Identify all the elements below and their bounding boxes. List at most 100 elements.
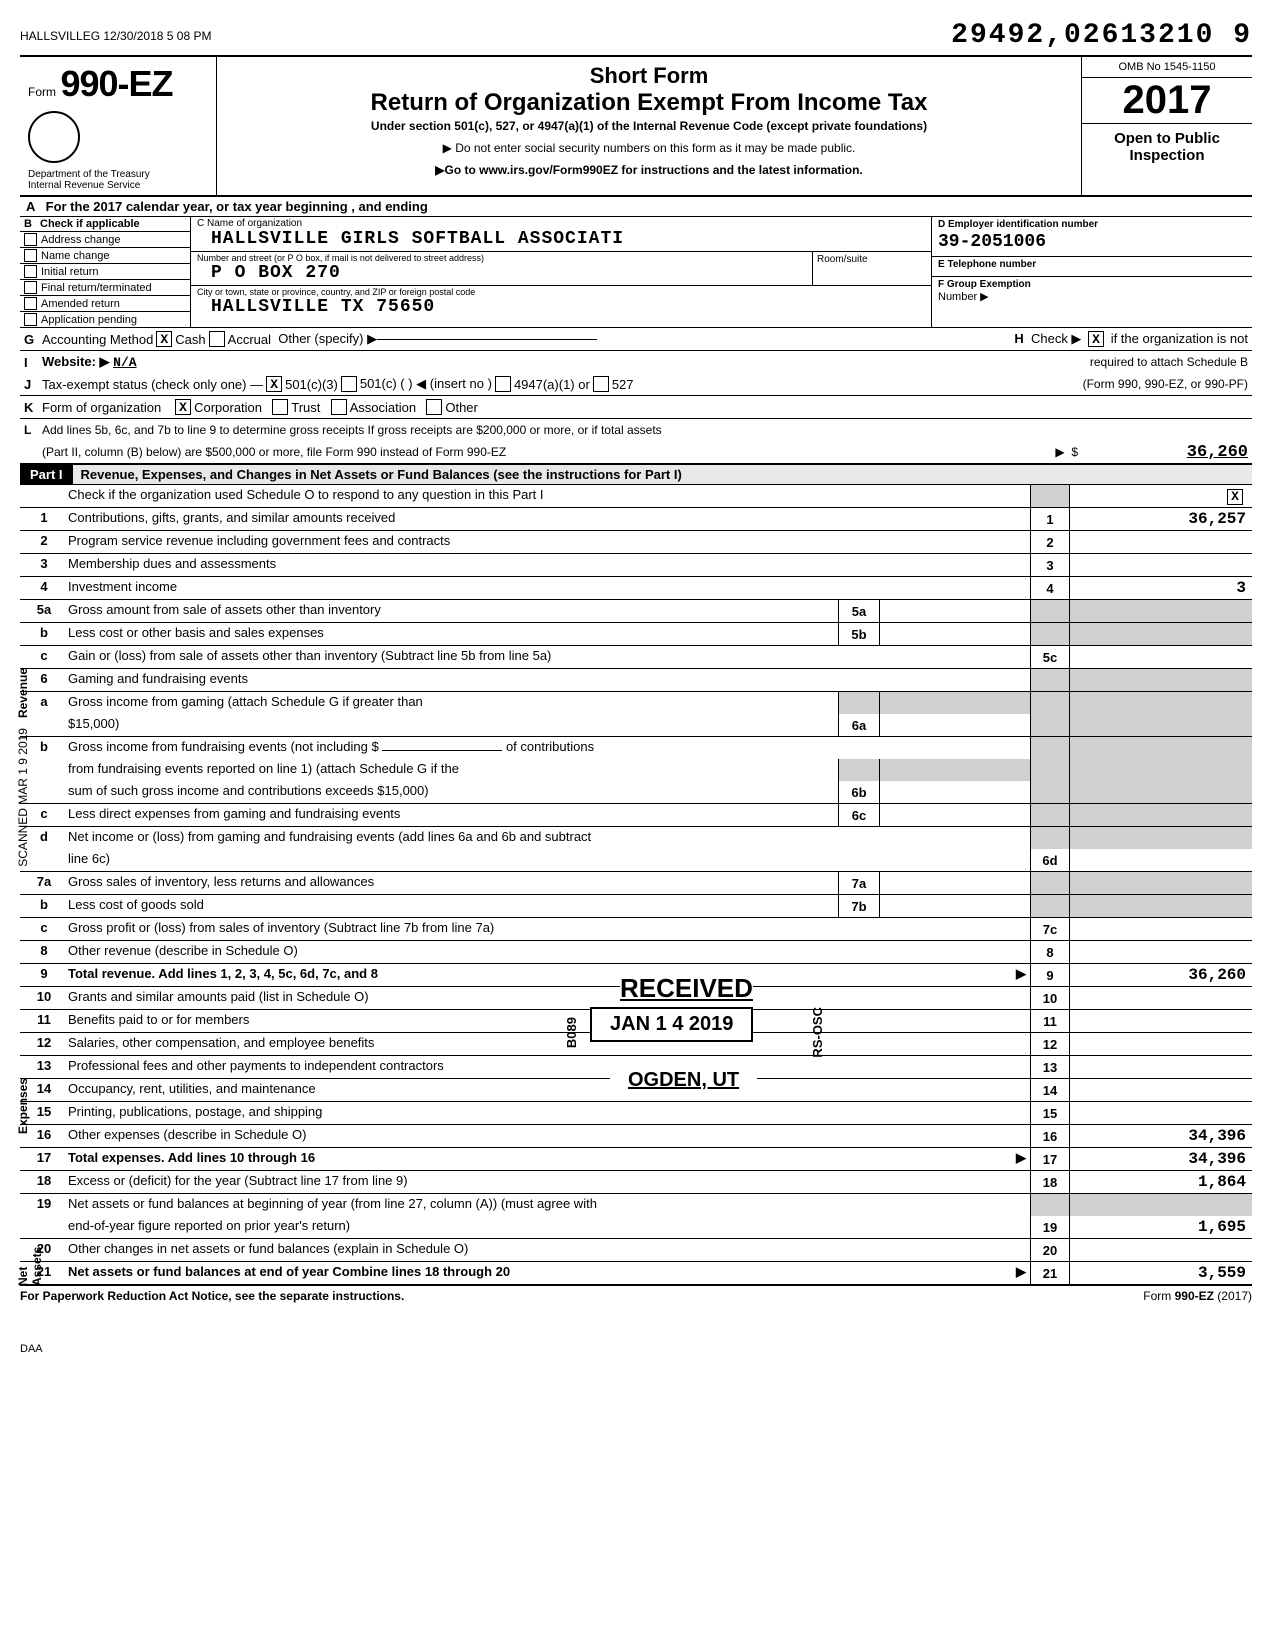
line-20: 20Other changes in net assets or fund ba… — [20, 1239, 1252, 1262]
line-6b-1: bGross income from fundraising events (n… — [20, 737, 1252, 759]
line-i: I Website: ▶ N/A required to attach Sche… — [20, 351, 1252, 373]
stamp-ogden: OGDEN, UT — [610, 1065, 757, 1096]
line-19-2: end-of-year figure reported on prior yea… — [20, 1216, 1252, 1239]
checkbox-other-org[interactable] — [426, 399, 442, 415]
form-page: HALLSVILLEG 12/30/2018 5 08 PM 29492,026… — [20, 20, 1252, 1355]
checkbox-assoc[interactable] — [331, 399, 347, 415]
stamp-b089: B089 — [564, 1017, 579, 1048]
box-b-header: Check if applicable — [40, 218, 140, 230]
line-7a: 7aGross sales of inventory, less returns… — [20, 872, 1252, 895]
phone — [938, 270, 1246, 274]
footer-daa: DAA — [20, 1343, 1252, 1355]
stamp-rsosc: RS-OSC — [810, 1007, 825, 1058]
line-19-1: 19Net assets or fund balances at beginni… — [20, 1194, 1252, 1216]
checkbox-527[interactable] — [593, 376, 609, 392]
form-header: Form 990-EZ Department of the Treasury I… — [20, 55, 1252, 197]
irs-seal-icon — [28, 111, 80, 163]
checkbox-pending[interactable] — [24, 313, 37, 326]
checkbox-accrual[interactable] — [209, 331, 225, 347]
vlabel-netassets: Net Assets — [16, 1233, 44, 1286]
address: P O BOX 270 — [191, 263, 812, 285]
part-1-header: Part I Revenue, Expenses, and Changes in… — [20, 465, 1252, 485]
vlabel-scanned: SCANNED MAR 1 9 2019 — [16, 728, 30, 867]
line-6b-2: from fundraising events reported on line… — [20, 759, 1252, 781]
stamp-date: JAN 1 4 2019 — [590, 1007, 753, 1042]
checkbox-final-return[interactable] — [24, 281, 37, 294]
org-name: HALLSVILLE GIRLS SOFTBALL ASSOCIATI — [191, 229, 931, 251]
line-15: 15Printing, publications, postage, and s… — [20, 1102, 1252, 1125]
form-number: 990-EZ — [60, 63, 172, 104]
part-1-body: Revenue SCANNED MAR 1 9 2019 1Contributi… — [20, 508, 1252, 1286]
open-inspection: Open to Public Inspection — [1082, 124, 1252, 170]
omb-number: OMB No 1545-1150 — [1082, 57, 1252, 78]
org-name-label: C Name of organization — [191, 217, 931, 229]
form-prefix: Form — [28, 85, 56, 99]
short-form-label: Short Form — [590, 63, 709, 89]
vlabel-revenue: Revenue — [16, 668, 30, 718]
line-k: K Form of organization XCorporation Trus… — [20, 396, 1252, 419]
line-2: 2Program service revenue including gover… — [20, 531, 1252, 554]
tax-year: 2017 — [1082, 78, 1252, 124]
line-g: G Accounting Method XCash Accrual Other … — [20, 328, 1252, 351]
instruction-1: ▶ Do not enter social security numbers o… — [443, 141, 856, 155]
footer-left: For Paperwork Reduction Act Notice, see … — [20, 1289, 404, 1303]
column-c: C Name of organization HALLSVILLE GIRLS … — [191, 217, 931, 327]
city-label: City or town, state or province, country… — [191, 286, 931, 297]
print-timestamp: HALLSVILLEG 12/30/2018 5 08 PM — [20, 29, 211, 43]
line-21: 21Net assets or fund balances at end of … — [20, 1262, 1252, 1286]
checkbox-501c3[interactable]: X — [266, 376, 282, 392]
checkbox-amended[interactable] — [24, 297, 37, 310]
website: N/A — [113, 355, 136, 370]
part-1-check: Check if the organization used Schedule … — [20, 485, 1252, 508]
column-b: B Check if applicable Address change Nam… — [20, 217, 191, 327]
line-6c: cLess direct expenses from gaming and fu… — [20, 804, 1252, 827]
subtitle: Under section 501(c), 527, or 4947(a)(1)… — [371, 119, 927, 133]
part-1-label: Part I — [20, 465, 73, 484]
checkbox-address-change[interactable] — [24, 233, 37, 246]
line-5a: 5aGross amount from sale of assets other… — [20, 600, 1252, 623]
title-box: Short Form Return of Organization Exempt… — [217, 57, 1081, 195]
checkbox-initial-return[interactable] — [24, 265, 37, 278]
line-6b-3: sum of such gross income and contributio… — [20, 781, 1252, 804]
part-1-title: Revenue, Expenses, and Changes in Net As… — [73, 465, 1252, 484]
line-4: 4Investment income43 — [20, 577, 1252, 600]
line-7c: cGross profit or (loss) from sales of in… — [20, 918, 1252, 941]
line-6: 6Gaming and fundraising events — [20, 669, 1252, 692]
main-title: Return of Organization Exempt From Incom… — [371, 89, 928, 117]
line-6a-1: aGross income from gaming (attach Schedu… — [20, 692, 1252, 714]
checkbox-cash[interactable]: X — [156, 331, 172, 347]
city-state-zip: HALLSVILLE TX 75650 — [191, 297, 931, 319]
line-j: J Tax-exempt status (check only one) — X… — [20, 373, 1252, 396]
stamp-received: RECEIVED — [620, 973, 753, 1004]
checkbox-h[interactable]: X — [1088, 331, 1104, 347]
footer-right: Form 990-EZ (2017) — [1143, 1289, 1252, 1303]
line-16: 16Other expenses (describe in Schedule O… — [20, 1125, 1252, 1148]
footer: For Paperwork Reduction Act Notice, see … — [20, 1286, 1252, 1303]
form-number-box: Form 990-EZ Department of the Treasury I… — [20, 57, 217, 195]
box-e: E Telephone number — [932, 257, 1252, 277]
line-17: 17Total expenses. Add lines 10 through 1… — [20, 1148, 1252, 1171]
checkbox-corp[interactable]: X — [175, 399, 191, 415]
checkbox-name-change[interactable] — [24, 249, 37, 262]
dept-treasury: Department of the Treasury Internal Reve… — [28, 169, 208, 191]
box-d: D Employer identification number 39-2051… — [932, 217, 1252, 257]
line-3: 3Membership dues and assessments3 — [20, 554, 1252, 577]
address-label: Number and street (or P O box, if mail i… — [191, 252, 812, 263]
line-l-2: (Part II, column (B) below) are $500,000… — [20, 441, 1252, 465]
gross-receipts: 36,260 — [1078, 443, 1248, 462]
section-bcdef: B Check if applicable Address change Nam… — [20, 217, 1252, 328]
line-7b: bLess cost of goods sold7b — [20, 895, 1252, 918]
top-line: HALLSVILLEG 12/30/2018 5 08 PM 29492,026… — [20, 20, 1252, 51]
checkbox-trust[interactable] — [272, 399, 288, 415]
line-a: A For the 2017 calendar year, or tax yea… — [20, 197, 1252, 217]
line-l-1: L Add lines 5b, 6c, and 7b to line 9 to … — [20, 419, 1252, 441]
room-suite-label: Room/suite — [812, 252, 931, 285]
line-6d-2: line 6c)6d — [20, 849, 1252, 872]
line-6a-2: $15,000)6a — [20, 714, 1252, 737]
line-6d-1: dNet income or (loss) from gaming and fu… — [20, 827, 1252, 849]
line-18: 18Excess or (deficit) for the year (Subt… — [20, 1171, 1252, 1194]
checkbox-schedule-o[interactable]: X — [1227, 489, 1243, 505]
checkbox-4947[interactable] — [495, 376, 511, 392]
box-f: F Group Exemption Number ▶ — [932, 277, 1252, 327]
checkbox-501c[interactable] — [341, 376, 357, 392]
